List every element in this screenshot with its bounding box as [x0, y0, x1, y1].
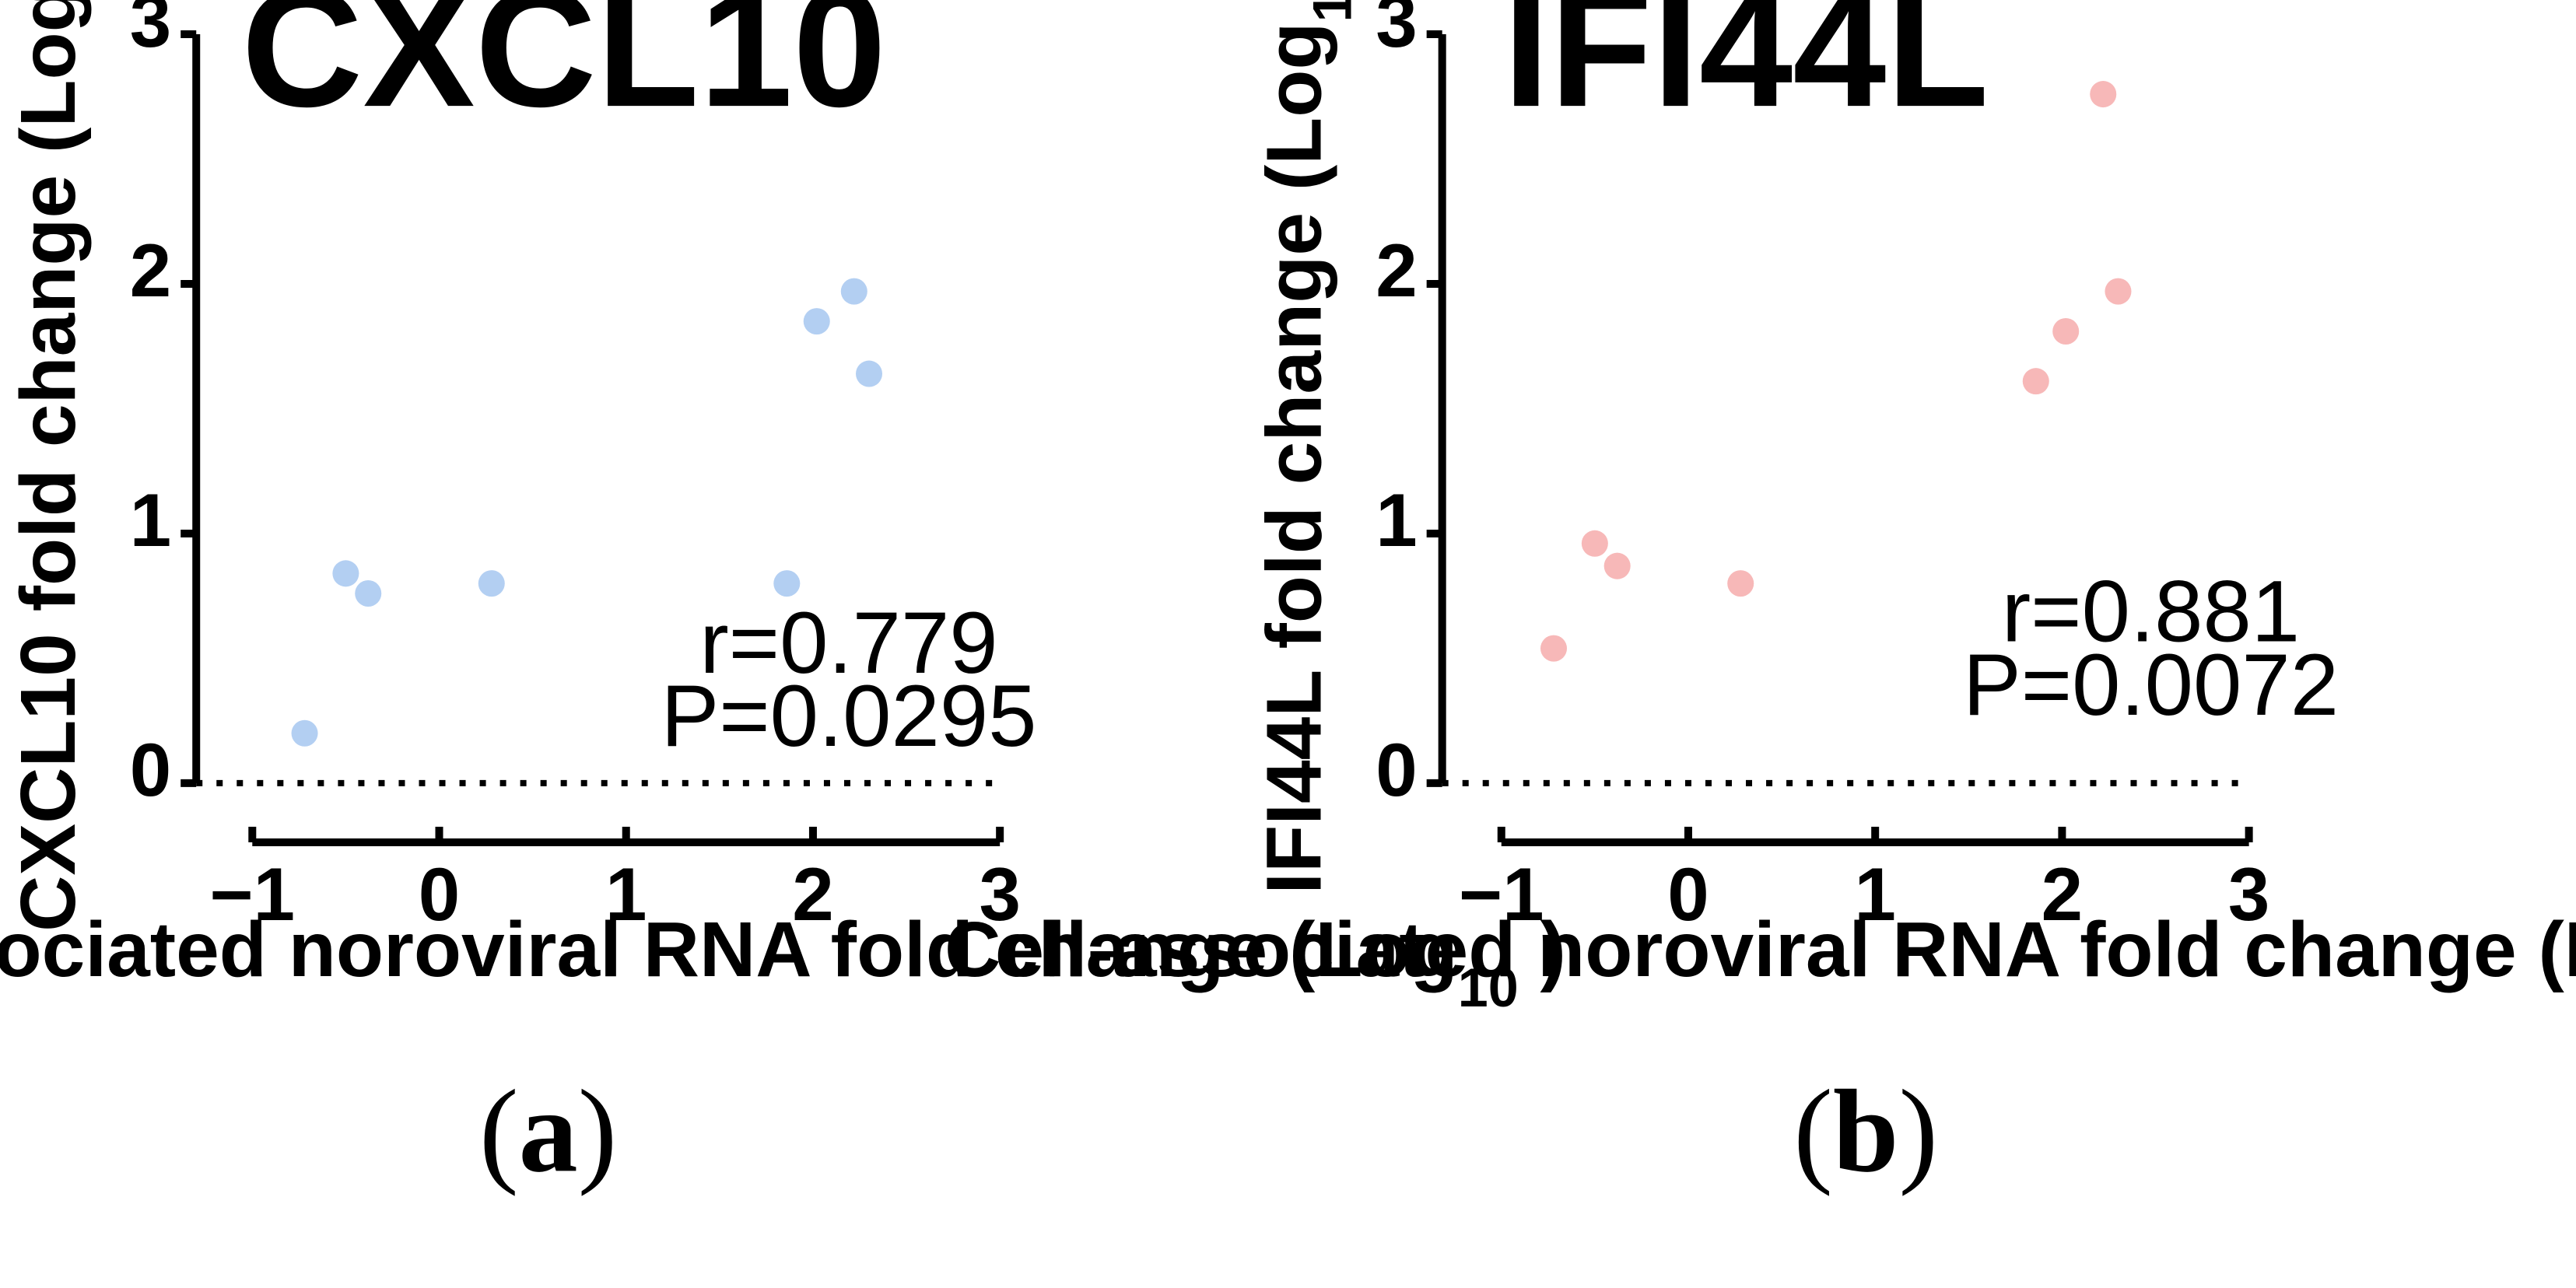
x-tick-label: −1 — [210, 853, 296, 936]
y-tick-label: 1 — [1376, 479, 1417, 562]
x-tick-label: 0 — [419, 853, 460, 936]
data-point — [773, 570, 801, 597]
data-point — [1727, 570, 1754, 597]
y-axis-label: CXCL10 fold change (Log10) — [5, 0, 117, 932]
data-point — [355, 579, 382, 607]
x-axis-label: Cell-associated noroviral RNA fold chang… — [945, 906, 2576, 1018]
y-tick-label: 0 — [1376, 729, 1417, 812]
chart-title: CXCL10 — [241, 0, 886, 142]
panel-caption: (a) — [479, 1065, 617, 1196]
data-point — [332, 560, 359, 587]
panel-caption: (b) — [1793, 1065, 1938, 1196]
y-tick-label: 2 — [1376, 229, 1417, 313]
data-point — [2052, 317, 2080, 345]
data-point — [1603, 552, 1631, 579]
x-tick-label: −1 — [1459, 853, 1544, 936]
data-point — [478, 570, 505, 597]
y-tick-label: 3 — [130, 0, 171, 63]
data-point — [2090, 81, 2117, 108]
p-value: P=0.0295 — [661, 667, 1036, 765]
y-tick-label: 2 — [130, 229, 171, 313]
p-value: P=0.0072 — [1963, 636, 2339, 733]
y-tick-label: 0 — [130, 729, 171, 812]
x-tick-label: 1 — [605, 853, 647, 936]
y-axis-label: IFI44L fold change (Log10) — [1251, 0, 1363, 894]
x-tick-label: 3 — [2228, 853, 2269, 936]
x-tick-label: 1 — [1854, 853, 1895, 936]
chart-title: IFI44L — [1503, 0, 1989, 142]
y-tick-label: 1 — [130, 479, 171, 562]
data-point — [1581, 530, 1608, 557]
data-point — [291, 719, 318, 747]
data-point — [1540, 635, 1568, 662]
y-tick-label: 3 — [1376, 0, 1417, 63]
x-tick-label: 2 — [2042, 853, 2083, 936]
correlation-r: r=0.779 — [699, 594, 997, 691]
data-point — [840, 278, 867, 305]
data-point — [2022, 368, 2049, 395]
x-tick-label: 3 — [979, 853, 1020, 936]
x-tick-label: 2 — [792, 853, 833, 936]
data-point — [855, 360, 883, 387]
correlation-r: r=0.881 — [2002, 563, 2300, 660]
x-tick-label: 0 — [1667, 853, 1709, 936]
data-point — [803, 308, 830, 335]
data-point — [2105, 278, 2132, 305]
